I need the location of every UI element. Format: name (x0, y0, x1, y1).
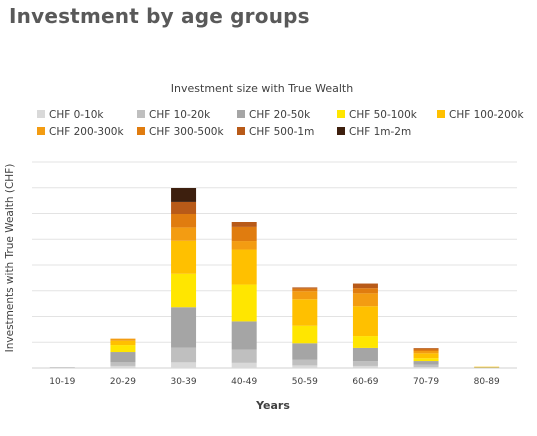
bar-segment (292, 287, 318, 289)
legend-item: CHF 50-100k (337, 109, 418, 121)
x-tick-label: 10-19 (49, 377, 75, 387)
bar-segment (413, 358, 439, 362)
legend-swatch (237, 110, 245, 118)
x-tick-label: 70-79 (413, 377, 439, 387)
chart-title: Investment size with True Wealth (171, 82, 353, 95)
legend-item: CHF 200-300k (37, 126, 124, 138)
y-axis-label: Investments with True Wealth (CHF) (4, 164, 16, 353)
x-tick-label: 30-39 (170, 377, 196, 387)
bar-segment (231, 226, 257, 242)
legend-swatch (237, 127, 245, 135)
bar-segment (292, 291, 318, 300)
bar-segment (352, 283, 378, 289)
legend-swatch (137, 110, 145, 118)
legend-label: CHF 300-500k (149, 126, 224, 138)
legend-label: CHF 50-100k (349, 109, 418, 121)
bar-segment (474, 366, 500, 368)
x-axis-label: Years (255, 399, 290, 412)
page-title: Investment by age groups (9, 4, 310, 28)
x-tick-label: 60-69 (352, 377, 378, 387)
x-tick-label: 50-59 (292, 377, 318, 387)
x-tick-label: 20-29 (110, 377, 136, 387)
bar-segment (110, 352, 136, 363)
bar-segment (292, 325, 318, 344)
legend-item: CHF 0-10k (37, 109, 104, 121)
legend-label: CHF 1m-2m (349, 126, 411, 138)
bar-segment (171, 227, 197, 241)
legend-label: CHF 100-200k (449, 109, 524, 121)
bar-segment (171, 188, 197, 202)
bar-segment (231, 241, 257, 250)
bar-segment (292, 288, 318, 292)
bar-segment (171, 307, 197, 348)
legend-item: CHF 500-1m (237, 126, 314, 138)
x-tick-label: 40-49 (231, 377, 257, 387)
legend-item: CHF 300-500k (137, 126, 224, 138)
gridlines (32, 161, 517, 369)
bars (49, 188, 500, 369)
legend-item: CHF 100-200k (437, 109, 524, 121)
legend-label: CHF 500-1m (249, 126, 314, 138)
bar-segment (231, 249, 257, 285)
bar-segment (110, 362, 136, 366)
legend-swatch (37, 110, 45, 118)
bar-segment (352, 365, 378, 368)
bar-segment (352, 288, 378, 294)
legend-swatch (37, 127, 45, 135)
legend-item: CHF 1m-2m (337, 126, 411, 138)
bar-segment (413, 364, 439, 367)
bar-segment (231, 222, 257, 227)
bar-segment (292, 299, 318, 326)
legend-label: CHF 10-20k (149, 109, 211, 121)
bar-segment (171, 362, 197, 368)
legend-label: CHF 200-300k (49, 126, 124, 138)
bar-segment (413, 351, 439, 354)
legend-swatch (337, 127, 345, 135)
legend-item: CHF 20-50k (237, 109, 311, 121)
bar-segment (110, 365, 136, 368)
bar-segment (413, 366, 439, 368)
legend-swatch (337, 110, 345, 118)
bar-segment (171, 273, 197, 308)
bar-segment (110, 345, 136, 353)
bar-segment (171, 201, 197, 215)
bar-segment (171, 347, 197, 363)
bar-segment (231, 321, 257, 350)
legend-label: CHF 20-50k (249, 109, 311, 121)
x-tick-labels: 10-19 20-29 30-39 40-49 50-59 60-69 70-79 80-89 (49, 377, 500, 387)
legend-item: CHF 10-20k (137, 109, 211, 121)
legend-swatch (137, 127, 145, 135)
bar-segment (231, 284, 257, 322)
bar-segment (171, 214, 197, 228)
bar-segment (231, 362, 257, 368)
legend-swatch (437, 110, 445, 118)
bar-segment (413, 349, 439, 351)
bar-segment (352, 306, 378, 337)
legend-label: CHF 0-10k (49, 109, 104, 121)
bar-segment (352, 361, 378, 366)
bar-segment (110, 340, 136, 346)
x-tick-label: 80-89 (474, 377, 500, 387)
bar-segment (352, 336, 378, 348)
bar-segment (413, 348, 439, 350)
bar-segment (413, 353, 439, 359)
bar-segment (292, 343, 318, 360)
bar-segment (110, 338, 136, 341)
bar-segment (231, 349, 257, 363)
bar-segment (292, 365, 318, 369)
bar-segment (474, 367, 500, 369)
legend: CHF 0-10k CHF 10-20k CHF 20-50k CHF 50-100k… (37, 109, 524, 138)
bar-segment (171, 240, 197, 274)
bar-segment (292, 359, 318, 366)
bar-segment (352, 293, 378, 307)
bar-segment (352, 347, 378, 362)
bar-segment (413, 361, 439, 365)
